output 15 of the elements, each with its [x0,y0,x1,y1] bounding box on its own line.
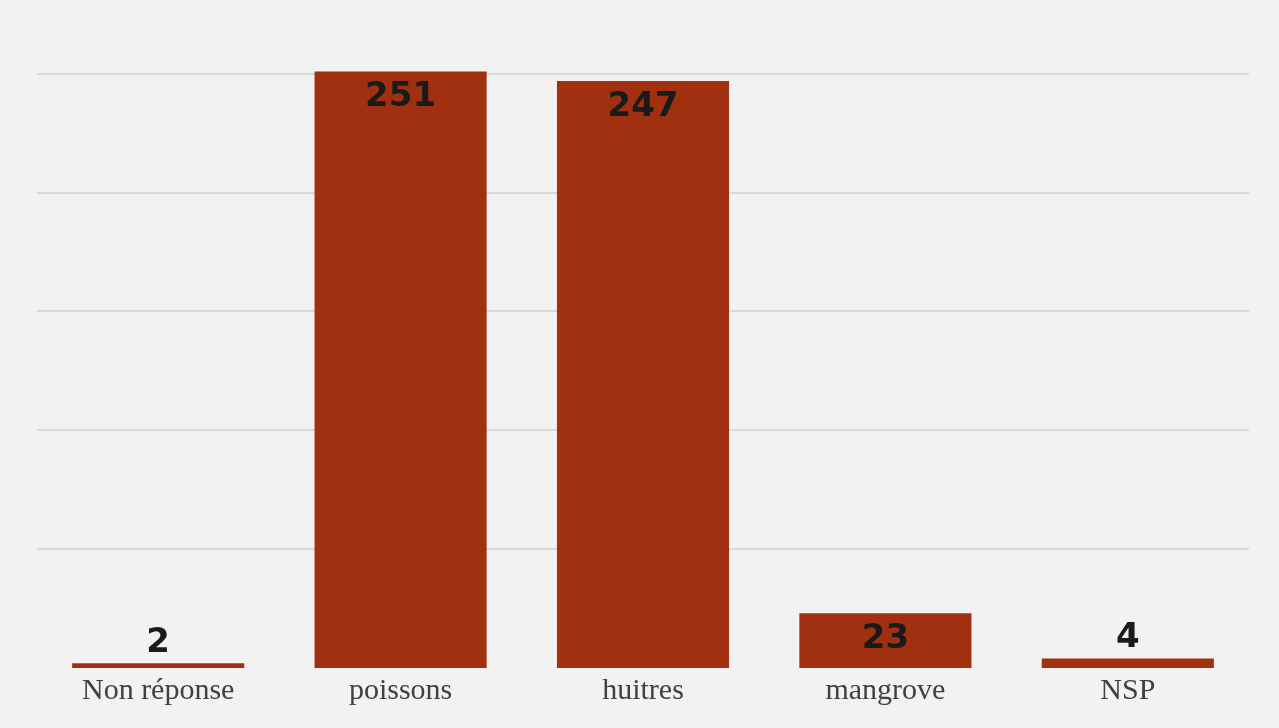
data-label: 4 [1115,615,1140,656]
x-tick-label: Non réponse [81,672,235,705]
x-tick-label: NSP [1100,672,1156,705]
bar [799,613,972,668]
bar [1041,658,1214,668]
data-label: 2 [146,620,171,661]
x-tick-label: mangrove [825,672,946,705]
data-label: 251 [365,74,437,115]
data-label: 23 [861,616,910,657]
x-tick-label: huitres [602,672,684,705]
x-tick-label: poissons [348,672,453,705]
bar [72,663,245,668]
bar [314,71,487,668]
bar [556,80,730,668]
data-label: 247 [607,83,679,124]
